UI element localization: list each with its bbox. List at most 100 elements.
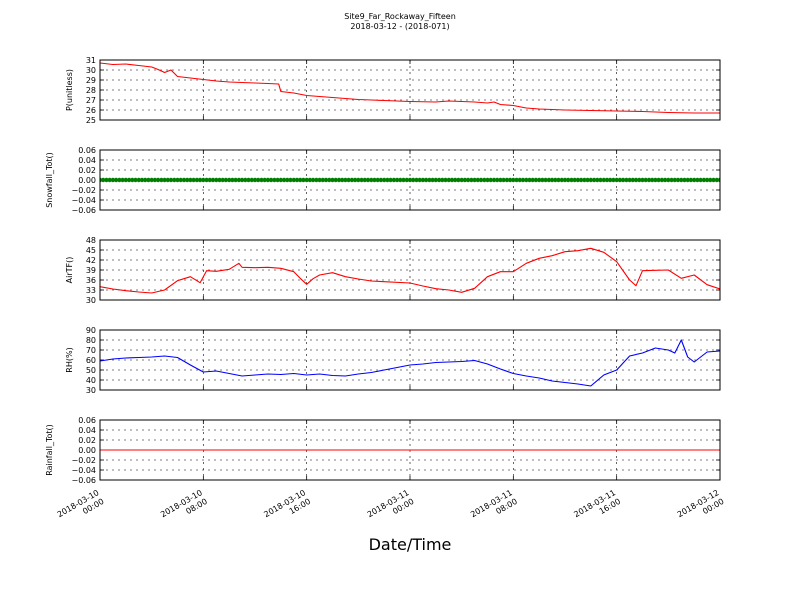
series — [100, 177, 720, 183]
data-point — [537, 177, 542, 183]
data-point — [223, 177, 229, 183]
data-point — [227, 177, 232, 183]
y-tick-label: 30 — [86, 66, 96, 75]
data-point — [123, 177, 128, 183]
data-point — [117, 177, 122, 183]
data-point — [152, 177, 158, 183]
data-point — [175, 177, 180, 183]
data-point — [585, 177, 590, 183]
y-tick-label: 31 — [86, 56, 96, 65]
y-tick-label: 36 — [86, 276, 96, 285]
data-point — [414, 177, 419, 183]
data-point — [298, 177, 303, 183]
data-point — [595, 177, 600, 183]
data-point — [482, 177, 487, 183]
y-tick-label: 40 — [86, 376, 96, 385]
data-point — [711, 177, 716, 183]
data-point — [598, 177, 603, 183]
data-point — [553, 177, 558, 183]
data-point — [653, 177, 658, 183]
y-tick-label: 0.04 — [78, 156, 96, 165]
y-tick-label: −0.04 — [71, 196, 96, 205]
chart-title-line1: Site9_Far_Rockaway_Fifteen — [344, 12, 456, 21]
data-point — [126, 177, 132, 183]
y-tick-label: 0.00 — [78, 446, 96, 455]
data-point — [294, 177, 300, 183]
data-point — [717, 177, 720, 183]
data-point — [620, 177, 626, 183]
data-point — [659, 177, 665, 183]
data-point — [643, 177, 648, 183]
data-point — [185, 177, 190, 183]
data-point — [382, 177, 387, 183]
data-point — [349, 177, 355, 183]
data-point — [233, 177, 238, 183]
data-point — [692, 177, 697, 183]
y-tick-label: 0.04 — [78, 426, 96, 435]
y-tick-label: 0.00 — [78, 176, 96, 185]
data-point — [401, 177, 406, 183]
axes-frame — [99, 329, 721, 391]
data-point — [449, 177, 455, 183]
y-tick-label: 70 — [86, 346, 96, 355]
data-point — [165, 177, 170, 183]
data-point — [611, 177, 616, 183]
data-point — [139, 177, 145, 183]
data-point — [543, 177, 548, 183]
data-point — [637, 177, 642, 183]
y-tick-label: 0.06 — [78, 416, 96, 425]
data-point — [433, 177, 438, 183]
data-point — [268, 177, 274, 183]
data-point — [375, 177, 380, 183]
data-point — [504, 177, 510, 183]
data-point — [517, 177, 522, 183]
data-point — [220, 177, 225, 183]
y-tick-label: −0.04 — [71, 466, 96, 475]
data-point — [346, 177, 351, 183]
y-tick-label: −0.02 — [71, 456, 96, 465]
data-point — [475, 177, 480, 183]
y-tick-label: 50 — [86, 366, 96, 375]
data-point — [378, 177, 384, 183]
data-point — [230, 177, 235, 183]
data-point — [168, 177, 174, 183]
y-axis-label: RH(%) — [65, 347, 74, 372]
series — [100, 247, 720, 294]
data-point — [478, 177, 484, 183]
data-point — [472, 177, 477, 183]
data-point — [672, 177, 677, 183]
data-point — [104, 177, 109, 183]
data-point — [236, 177, 242, 183]
data-point — [520, 177, 526, 183]
data-point — [278, 177, 283, 183]
data-point — [507, 177, 513, 183]
data-point — [146, 177, 151, 183]
data-point — [436, 177, 442, 183]
data-point — [275, 177, 280, 183]
data-point — [650, 177, 655, 183]
data-point — [624, 177, 629, 183]
data-point — [256, 177, 261, 183]
y-tick-label: 30 — [86, 386, 96, 395]
data-point — [259, 177, 264, 183]
y-axis-label: P(unitless) — [65, 69, 74, 111]
data-point — [608, 177, 613, 183]
data-point — [330, 177, 335, 183]
series-line — [100, 247, 720, 294]
data-point — [666, 177, 671, 183]
y-tick-label: 0.02 — [78, 436, 96, 445]
y-axis-label: Snowfall_Tot() — [45, 152, 54, 208]
data-point — [559, 177, 564, 183]
axes-frame — [99, 239, 721, 301]
data-point — [430, 177, 435, 183]
data-point — [404, 177, 409, 183]
data-point — [265, 177, 271, 183]
data-point — [669, 177, 674, 183]
data-point — [514, 177, 519, 183]
data-point — [365, 177, 371, 183]
data-point — [155, 177, 161, 183]
data-point — [107, 177, 112, 183]
